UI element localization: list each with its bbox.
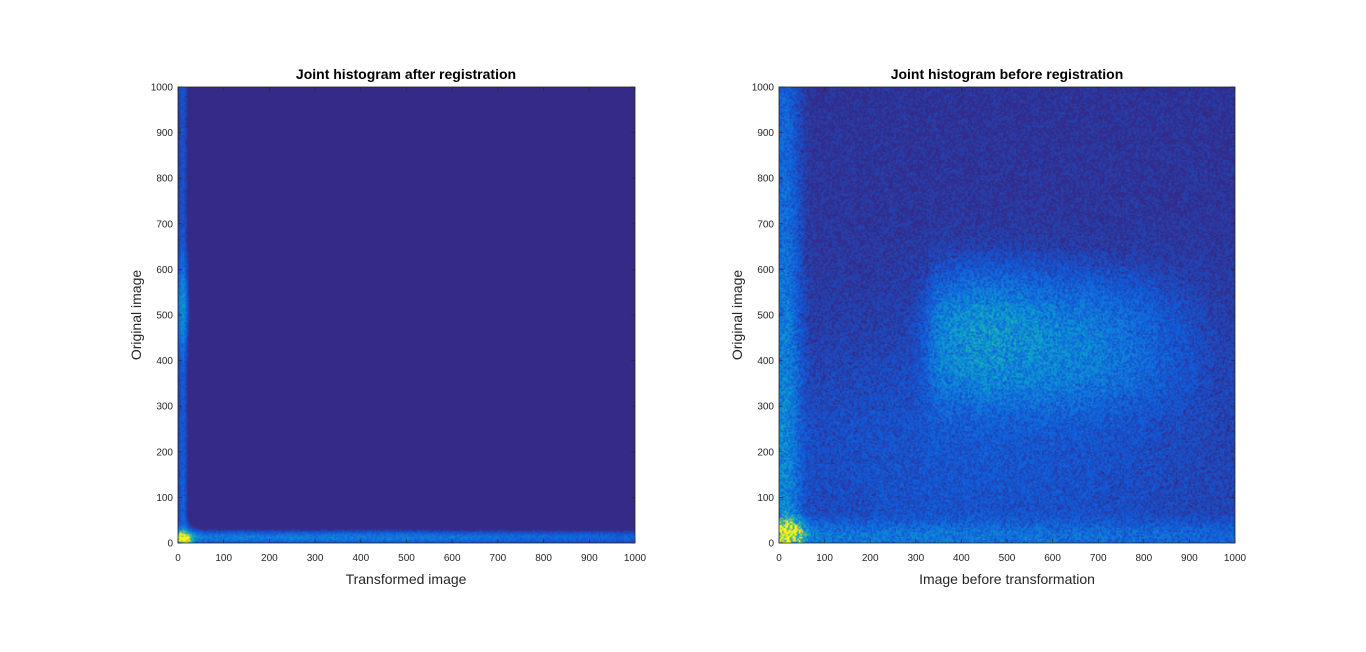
x-tick-label: 400: [953, 553, 970, 564]
chart-title: Joint histogram after registration: [296, 66, 516, 82]
x-tick-label: 900: [1181, 553, 1198, 564]
heatmap-image: [178, 87, 635, 543]
x-tick-label: 400: [352, 553, 369, 564]
x-tick-label: 100: [816, 553, 833, 564]
y-tick-label: 900: [156, 128, 173, 139]
x-tick-label: 700: [490, 553, 507, 564]
y-tick-label: 300: [156, 402, 173, 413]
y-tick-label: 100: [757, 493, 774, 504]
x-tick-label: 600: [1044, 553, 1061, 564]
x-tick-label: 700: [1090, 553, 1107, 564]
y-tick-label: 200: [156, 447, 173, 458]
y-tick-label: 800: [156, 174, 173, 185]
x-tick-label: 800: [535, 553, 552, 564]
y-tick-label: 600: [156, 265, 173, 276]
y-tick-label: 700: [156, 219, 173, 230]
y-tick-label: 700: [757, 219, 774, 230]
y-tick-label: 1000: [752, 83, 775, 94]
x-tick-label: 200: [261, 553, 278, 564]
y-tick-label: 300: [757, 402, 774, 413]
panel-after-registration: Joint histogram after registration 0 100 2…: [128, 66, 647, 587]
y-axis-label: Original image: [729, 270, 745, 360]
x-tick-label: 100: [215, 553, 232, 564]
y-tick-label: 0: [768, 539, 774, 550]
y-tick-label: 800: [757, 174, 774, 185]
y-tick-label: 600: [757, 265, 774, 276]
x-tick-label: 1000: [1224, 553, 1247, 564]
y-tick-label: 500: [757, 311, 774, 322]
x-axis-ticks: 0 100 200 300 400 500 600 700 800 900 1000: [175, 87, 647, 564]
x-axis-label: Image before transformation: [919, 571, 1095, 587]
x-tick-label: 1000: [624, 553, 647, 564]
x-axis-label: Transformed image: [346, 571, 467, 587]
x-tick-label: 500: [999, 553, 1016, 564]
y-tick-label: 100: [156, 493, 173, 504]
chart-title: Joint histogram before registration: [891, 66, 1124, 82]
x-tick-label: 300: [307, 553, 324, 564]
x-tick-label: 0: [776, 553, 782, 564]
panel-before-registration: Joint histogram before registration 0 100…: [729, 66, 1247, 587]
x-tick-label: 800: [1135, 553, 1152, 564]
x-tick-label: 900: [581, 553, 598, 564]
y-tick-label: 900: [757, 128, 774, 139]
y-tick-label: 400: [757, 356, 774, 367]
y-axis-label: Original image: [128, 270, 144, 360]
y-axis-ticks: 0 100 200 300 400 500 600 700 800 900 1000: [151, 83, 635, 550]
x-tick-label: 600: [444, 553, 461, 564]
heatmap-image: [779, 87, 1235, 543]
x-tick-label: 500: [398, 553, 415, 564]
x-tick-label: 300: [907, 553, 924, 564]
x-tick-label: 200: [862, 553, 879, 564]
y-tick-label: 200: [757, 447, 774, 458]
y-tick-label: 500: [156, 311, 173, 322]
y-tick-label: 1000: [151, 83, 174, 94]
x-axis-ticks: 0 100 200 300 400 500 600 700 800 900 1000: [776, 87, 1247, 564]
y-tick-label: 400: [156, 356, 173, 367]
y-tick-label: 0: [167, 539, 173, 550]
y-axis-ticks: 0 100 200 300 400 500 600 700 800 900 1000: [752, 83, 1235, 550]
x-tick-label: 0: [175, 553, 181, 564]
